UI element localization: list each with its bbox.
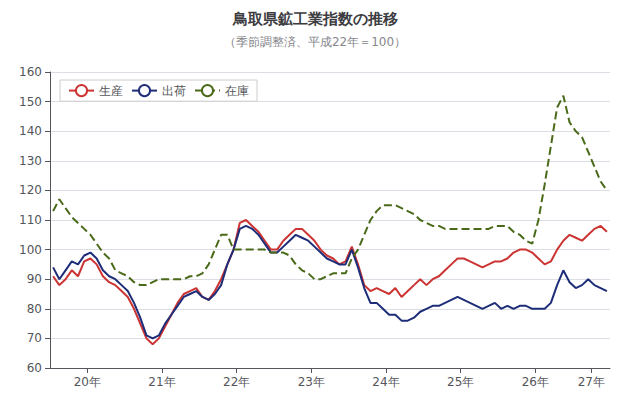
svg-text:在庫: 在庫	[225, 84, 249, 98]
svg-text:出荷: 出荷	[162, 84, 186, 98]
svg-text:70: 70	[27, 331, 42, 345]
svg-text:110: 110	[19, 213, 42, 227]
svg-text:80: 80	[27, 302, 42, 316]
svg-text:60: 60	[27, 361, 42, 375]
svg-text:150: 150	[19, 95, 42, 109]
svg-text:（季節調整済、平成22年＝100）: （季節調整済、平成22年＝100）	[224, 35, 406, 49]
svg-text:21年: 21年	[148, 375, 175, 389]
svg-text:140: 140	[19, 124, 42, 138]
svg-text:160: 160	[19, 65, 42, 79]
svg-text:90: 90	[27, 272, 42, 286]
svg-text:鳥取県鉱工業指数の推移: 鳥取県鉱工業指数の推移	[232, 10, 398, 28]
svg-text:23年: 23年	[298, 375, 325, 389]
svg-text:生産: 生産	[99, 84, 123, 98]
svg-text:24年: 24年	[372, 375, 399, 389]
svg-text:22年: 22年	[223, 375, 250, 389]
svg-text:20年: 20年	[74, 375, 101, 389]
svg-text:120: 120	[19, 183, 42, 197]
svg-text:27年: 27年	[578, 375, 605, 389]
svg-text:26年: 26年	[522, 375, 549, 389]
svg-text:130: 130	[19, 154, 42, 168]
svg-text:100: 100	[19, 243, 42, 257]
svg-text:25年: 25年	[447, 375, 474, 389]
